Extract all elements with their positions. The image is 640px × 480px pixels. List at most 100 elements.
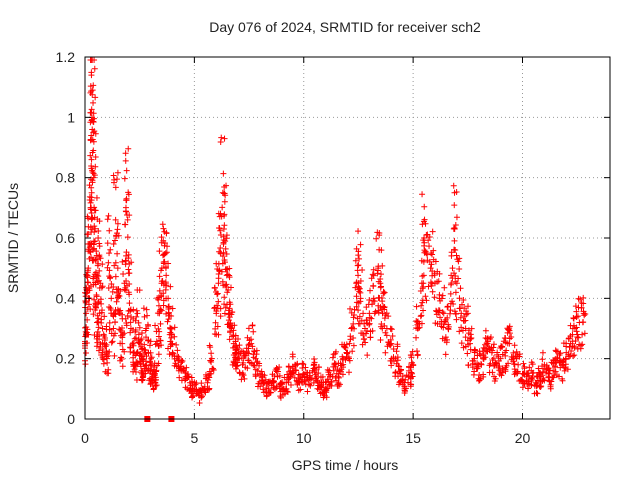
data-point-marker — [133, 313, 140, 320]
data-point-marker — [220, 249, 227, 256]
data-point-marker — [95, 300, 102, 307]
data-point-marker — [129, 340, 136, 347]
data-point-marker — [88, 57, 95, 64]
data-point-marker — [233, 342, 240, 349]
data-point-marker — [158, 234, 165, 241]
data-point-marker — [86, 244, 93, 251]
data-point-marker — [94, 271, 101, 278]
data-points — [82, 57, 589, 422]
data-point-marker — [212, 319, 219, 326]
data-point-marker — [114, 220, 121, 227]
data-point-marker — [238, 376, 245, 383]
data-point-marker — [88, 254, 95, 261]
data-point-marker — [158, 278, 165, 285]
data-point-marker — [163, 272, 170, 279]
data-point-marker — [422, 293, 429, 300]
data-point-marker — [123, 252, 130, 259]
data-point-marker — [231, 322, 238, 329]
data-point-marker — [92, 207, 99, 214]
data-point-marker — [346, 340, 353, 347]
data-point-marker — [420, 283, 427, 290]
data-point-marker — [423, 232, 430, 238]
data-point-marker — [165, 306, 172, 313]
data-point-marker — [464, 310, 471, 317]
data-point-marker — [570, 322, 577, 329]
data-point-marker — [496, 363, 503, 370]
data-point-marker — [552, 355, 559, 362]
data-point-marker — [104, 359, 111, 366]
data-point-marker — [420, 307, 427, 314]
data-point-marker — [421, 216, 428, 223]
data-point-marker — [421, 239, 428, 246]
data-point-marker — [557, 350, 564, 357]
data-point-marker — [147, 355, 154, 362]
data-point-marker — [214, 290, 221, 297]
data-point-marker — [99, 283, 106, 290]
data-point-marker — [568, 348, 575, 355]
data-point-marker — [96, 267, 103, 274]
data-point-marker — [563, 343, 570, 350]
data-point-marker — [153, 382, 160, 389]
data-point-marker — [349, 348, 356, 355]
data-point-marker — [159, 221, 166, 228]
data-point-marker — [123, 167, 130, 174]
data-point-marker — [271, 373, 278, 380]
data-point-marker — [442, 351, 449, 358]
data-point-marker — [343, 341, 350, 348]
data-point-marker — [234, 362, 241, 369]
data-point-marker — [357, 289, 364, 296]
y-tick-label: 0.6 — [56, 230, 76, 246]
data-point-marker — [379, 298, 386, 305]
data-point-marker — [468, 334, 475, 341]
data-point-marker — [440, 324, 447, 331]
data-point-marker — [552, 368, 559, 375]
y-tick-label: 1 — [67, 109, 75, 125]
data-point-marker — [539, 368, 546, 375]
data-point-marker — [490, 341, 497, 348]
data-point-marker — [90, 119, 97, 126]
data-point-marker — [387, 336, 394, 343]
data-point-marker — [302, 381, 309, 388]
data-point-marker — [566, 344, 573, 351]
data-point-marker — [506, 330, 513, 337]
data-point-marker — [216, 267, 223, 274]
data-point-marker — [125, 266, 132, 273]
data-point-marker — [514, 368, 521, 375]
data-point-marker — [455, 275, 462, 282]
data-point-marker — [364, 320, 371, 327]
data-point-marker — [526, 364, 533, 371]
data-point-marker — [87, 306, 94, 313]
data-point-marker — [313, 366, 320, 373]
data-point-marker — [333, 370, 340, 377]
data-point-marker — [550, 367, 557, 374]
data-point-marker — [116, 292, 123, 299]
data-point-marker — [536, 383, 543, 390]
data-point-marker — [126, 270, 133, 277]
data-point-marker — [91, 296, 98, 303]
data-point-marker — [114, 250, 121, 257]
data-point-marker — [357, 295, 364, 302]
data-point-marker — [83, 271, 90, 278]
data-point-marker — [351, 312, 358, 319]
data-point-marker — [217, 210, 224, 217]
data-point-marker — [119, 340, 126, 347]
data-point-marker — [184, 373, 191, 380]
data-point-marker — [106, 267, 113, 274]
data-point-marker — [141, 341, 148, 348]
data-point-marker — [119, 311, 126, 318]
data-point-marker — [157, 306, 164, 313]
data-point-marker — [100, 360, 107, 367]
data-point-marker — [419, 191, 426, 198]
data-point-marker — [409, 348, 416, 355]
data-point-marker — [90, 174, 97, 181]
data-point-marker — [158, 307, 165, 314]
data-point-marker — [547, 383, 554, 390]
x-tick-label: 10 — [296, 430, 312, 446]
data-point-marker — [550, 360, 557, 367]
data-point-marker — [347, 305, 354, 312]
data-point-marker — [536, 373, 543, 380]
data-point-marker — [119, 334, 126, 341]
data-point-marker — [136, 324, 143, 331]
data-point-marker — [425, 283, 432, 290]
